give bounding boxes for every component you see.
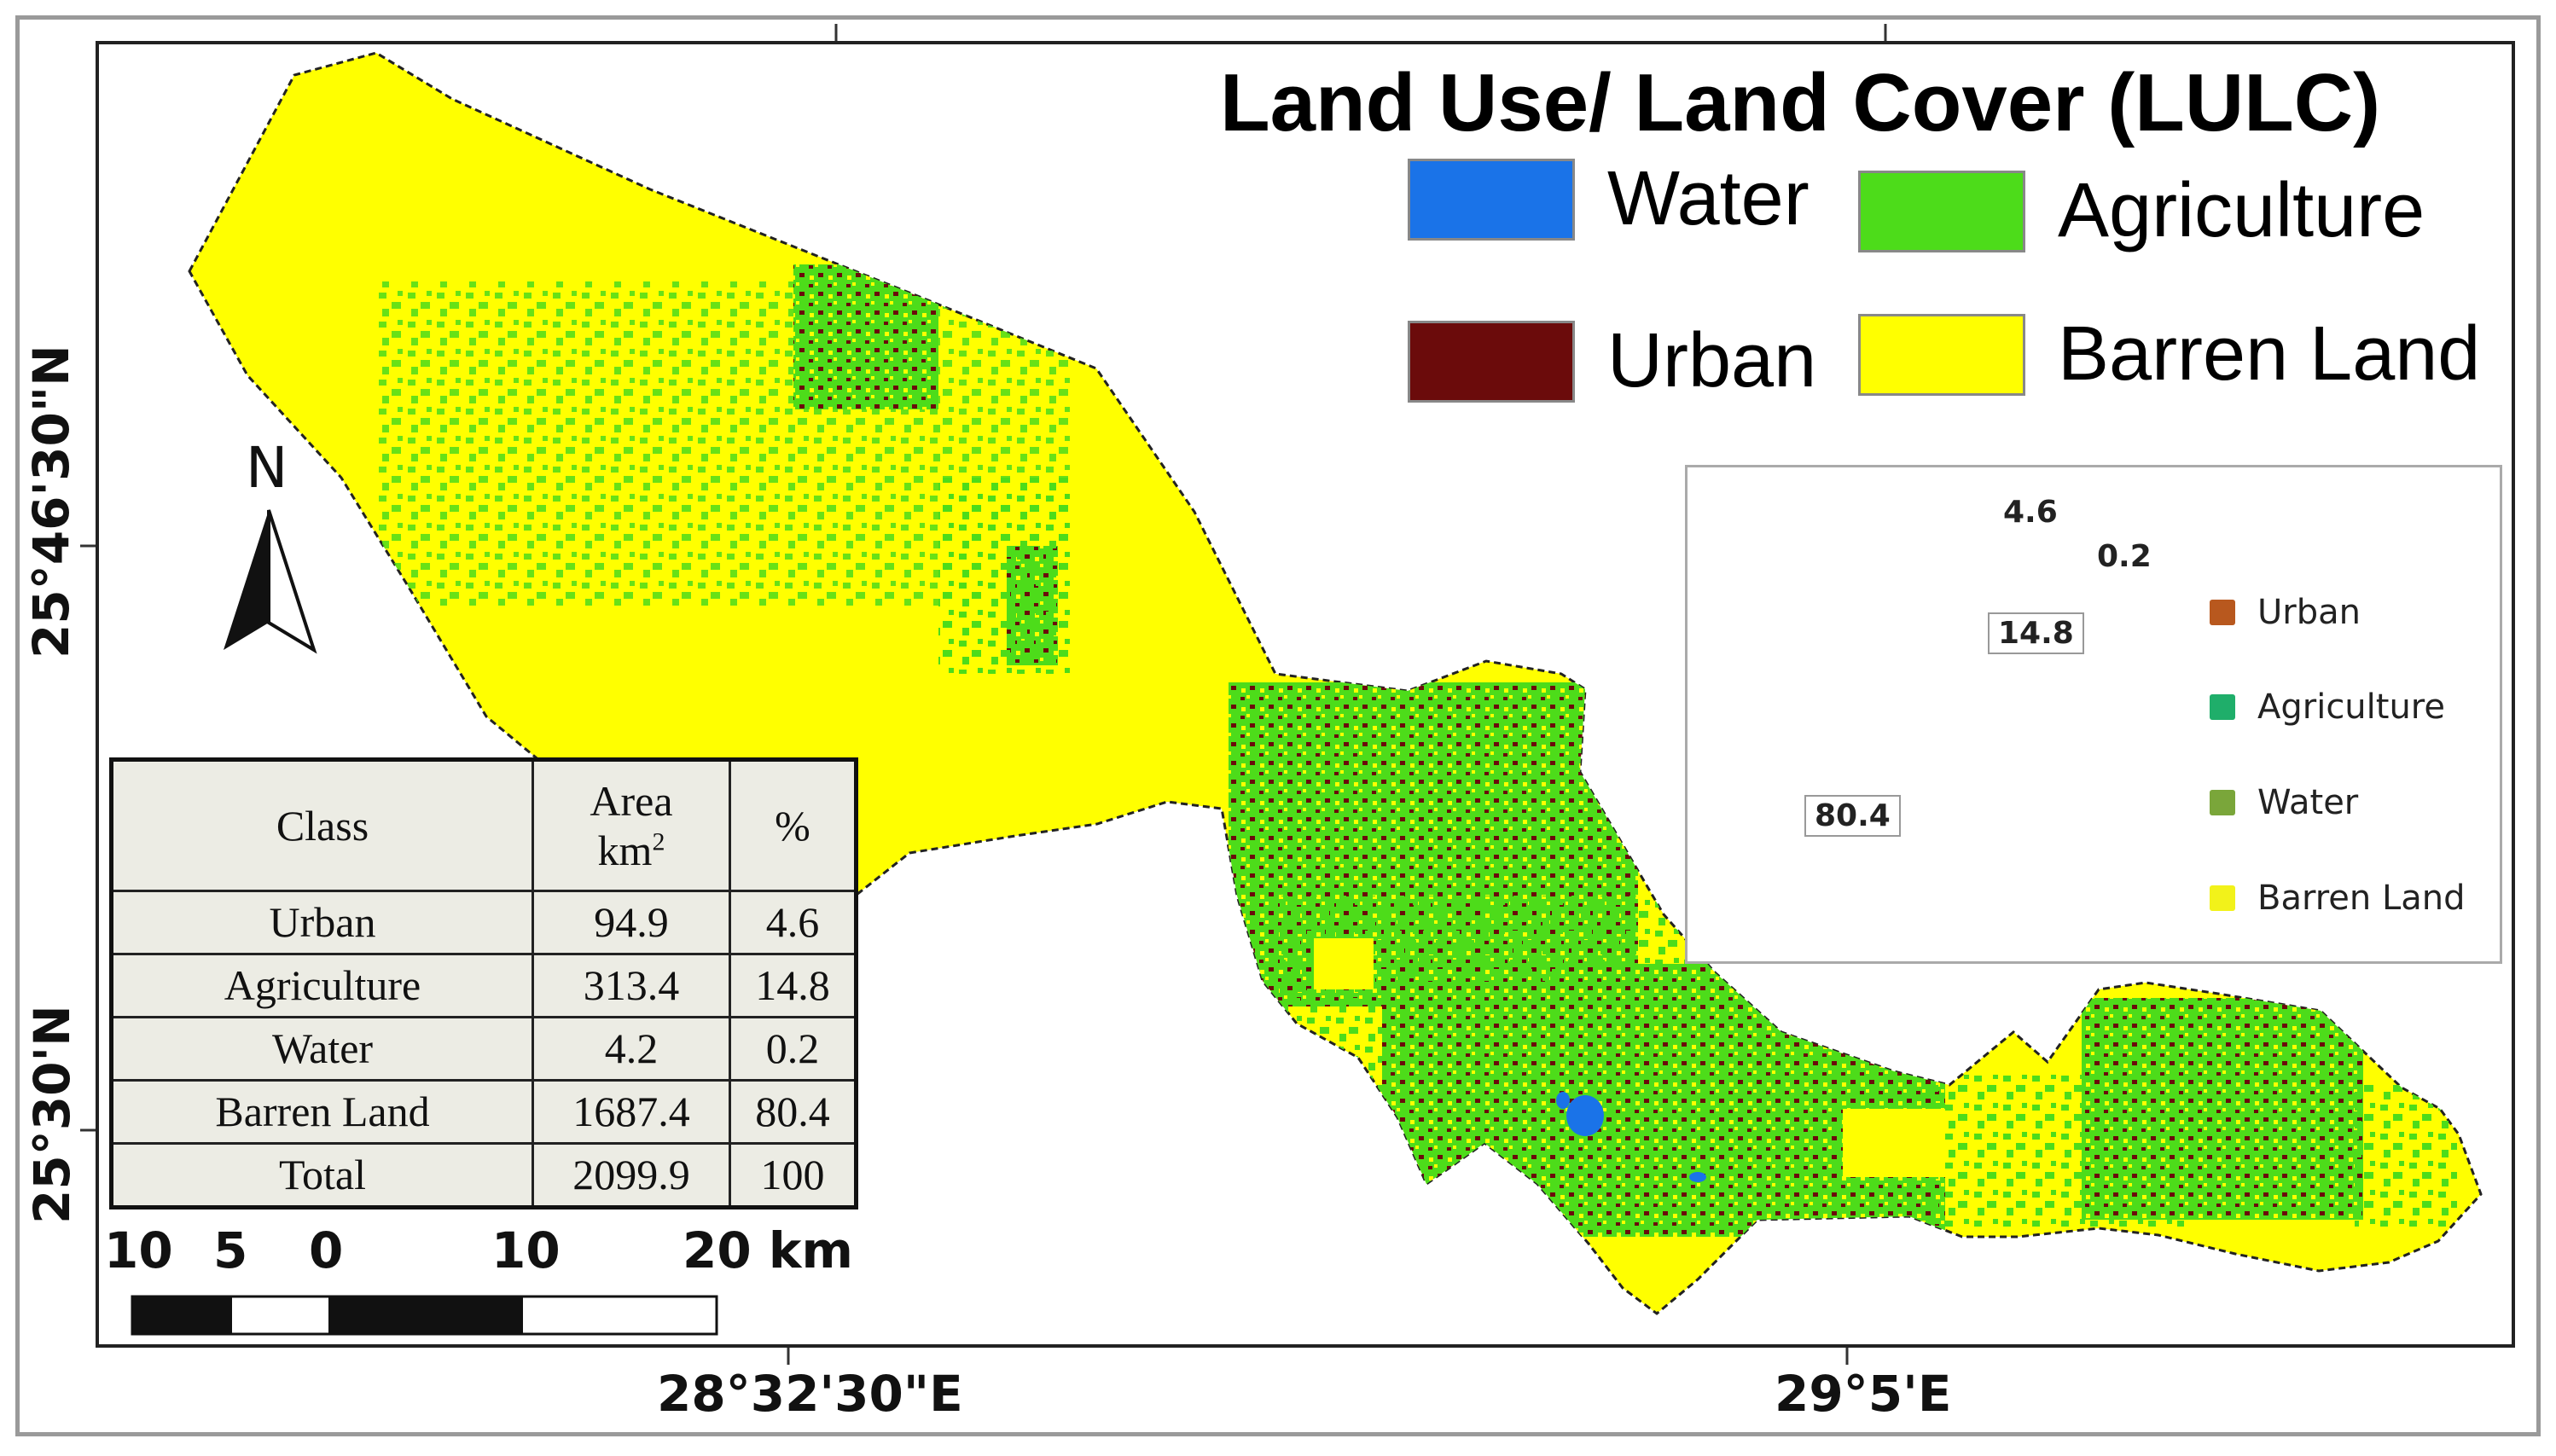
legend-swatch-urban: [1408, 320, 1575, 403]
cell-class: Total: [110, 1141, 534, 1209]
scale-label-10: 10: [491, 1221, 561, 1279]
pie-label-agriculture: 14.8: [1988, 612, 2084, 654]
lat-label-bottom: 25°30'N: [23, 1005, 81, 1224]
table-row: Barren Land 1687.4 80.4: [110, 1078, 857, 1145]
cell-class: Barren Land: [110, 1078, 534, 1145]
cell-percent: 14.8: [729, 952, 857, 1018]
cell-area: 94.9: [532, 890, 731, 955]
pie-legend-swatch-barren-land: [2210, 885, 2235, 911]
header-area-label: Area: [590, 777, 673, 825]
pie-label-urban: 4.6: [2003, 495, 2058, 530]
outer-border: [15, 15, 2541, 1436]
scale-label-10-left: 10: [104, 1221, 173, 1279]
legend-label-agriculture: Agriculture: [2058, 168, 2425, 253]
pie-legend-swatch-agriculture: [2210, 694, 2235, 720]
north-label: N: [246, 435, 288, 501]
cell-area: 4.2: [532, 1015, 731, 1082]
pie-legend-urban: Urban: [2210, 593, 2361, 632]
header-area: Area km2: [532, 758, 731, 892]
cell-percent: 4.6: [729, 890, 857, 955]
header-area-sup: 2: [652, 827, 665, 856]
pie-legend-label-barren-land: Barren Land: [2257, 879, 2466, 918]
pie-chart-panel: [1685, 465, 2502, 964]
legend-label-barren-land: Barren Land: [2058, 311, 2481, 397]
table-row: Urban 94.9 4.6: [110, 890, 857, 955]
pie-legend-label-agriculture: Agriculture: [2257, 687, 2445, 727]
header-percent: %: [729, 758, 857, 892]
pie-legend-swatch-water: [2210, 790, 2235, 815]
table-row: Water 4.2 0.2: [110, 1015, 857, 1082]
header-area-unit: km: [597, 827, 653, 874]
scale-bar: [131, 1295, 718, 1336]
pie-label-water: 0.2: [2097, 539, 2152, 574]
cell-class: Urban: [110, 890, 534, 955]
legend-item-urban: Urban: [1408, 317, 1816, 405]
legend-label-water: Water: [1607, 156, 1810, 241]
legend-item-water: Water: [1408, 155, 1810, 243]
cell-area: 313.4: [532, 952, 731, 1018]
cell-class: Agriculture: [110, 952, 534, 1018]
north-arrow-icon: [224, 509, 317, 654]
table-header-row: Class Area km2 %: [110, 758, 857, 892]
legend-swatch-barren-land: [1858, 313, 2025, 396]
legend-item-barren-land: Barren Land: [1858, 310, 2480, 398]
scale-label-0: 0: [309, 1221, 344, 1279]
scale-label-20km: 20 km: [683, 1221, 853, 1279]
legend-swatch-agriculture: [1858, 170, 2025, 252]
lon-label-right: 29°5'E: [1775, 1365, 1952, 1423]
legend-label-urban: Urban: [1607, 318, 1817, 403]
cell-area: 1687.4: [532, 1078, 731, 1145]
cell-percent: 100: [729, 1141, 857, 1209]
cell-percent: 0.2: [729, 1015, 857, 1082]
legend-item-agriculture: Agriculture: [1858, 167, 2425, 255]
cell-percent: 80.4: [729, 1078, 857, 1145]
legend-swatch-water: [1408, 158, 1575, 241]
lat-label-top: 25°46'30"N: [22, 345, 80, 658]
header-class: Class: [110, 758, 534, 892]
pie-legend-barren-land: Barren Land: [2210, 879, 2465, 918]
lon-label-left: 28°32'30"E: [657, 1365, 963, 1423]
pie-legend-label-urban: Urban: [2257, 593, 2361, 632]
pie-legend-water: Water: [2210, 783, 2358, 822]
cell-class: Water: [110, 1015, 534, 1082]
cell-area: 2099.9: [532, 1141, 731, 1209]
pie-legend-label-water: Water: [2257, 783, 2359, 822]
area-table: Class Area km2 % Urban 94.9 4.6 Agricult…: [109, 757, 858, 1209]
pie-legend-swatch-urban: [2210, 600, 2235, 625]
pie-label-barren: 80.4: [1804, 795, 1901, 837]
table-row: Agriculture 313.4 14.8: [110, 952, 857, 1018]
scale-label-5: 5: [213, 1221, 248, 1279]
map-title: Land Use/ Land Cover (LULC): [1220, 57, 2381, 148]
pie-legend-agriculture: Agriculture: [2210, 687, 2445, 727]
table-row: Total 2099.9 100: [110, 1141, 857, 1209]
